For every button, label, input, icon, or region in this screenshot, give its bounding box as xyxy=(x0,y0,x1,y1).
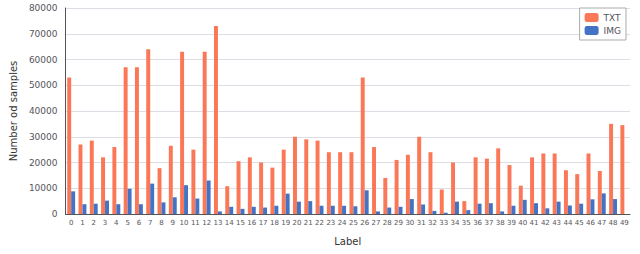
svg-text:38: 38 xyxy=(496,219,505,227)
svg-text:Number od samples: Number od samples xyxy=(8,61,19,162)
svg-text:44: 44 xyxy=(563,219,572,227)
svg-text:33: 33 xyxy=(439,219,448,227)
svg-text:39: 39 xyxy=(507,219,516,227)
svg-text:9: 9 xyxy=(171,219,175,227)
svg-text:35: 35 xyxy=(462,219,471,227)
svg-text:60000: 60000 xyxy=(29,55,58,65)
svg-text:20: 20 xyxy=(293,219,302,227)
svg-text:43: 43 xyxy=(552,219,561,227)
svg-text:48: 48 xyxy=(609,219,618,227)
svg-text:24: 24 xyxy=(338,219,347,227)
svg-text:17: 17 xyxy=(259,219,268,227)
svg-text:40: 40 xyxy=(518,219,527,227)
svg-text:21: 21 xyxy=(304,219,313,227)
svg-text:47: 47 xyxy=(597,219,606,227)
svg-text:32: 32 xyxy=(428,219,437,227)
svg-text:30: 30 xyxy=(405,219,414,227)
svg-text:80000: 80000 xyxy=(29,3,58,13)
svg-text:19: 19 xyxy=(281,219,290,227)
svg-text:8: 8 xyxy=(159,219,163,227)
svg-text:TXT: TXT xyxy=(603,13,622,23)
svg-text:46: 46 xyxy=(586,219,595,227)
svg-text:18: 18 xyxy=(270,219,279,227)
svg-text:49: 49 xyxy=(620,219,629,227)
svg-text:10: 10 xyxy=(180,219,189,227)
svg-text:16: 16 xyxy=(247,219,256,227)
svg-text:36: 36 xyxy=(473,219,482,227)
svg-text:3: 3 xyxy=(103,219,107,227)
svg-text:70000: 70000 xyxy=(29,29,58,39)
svg-text:15: 15 xyxy=(236,219,245,227)
svg-text:28: 28 xyxy=(383,219,392,227)
svg-text:2: 2 xyxy=(92,219,96,227)
svg-text:37: 37 xyxy=(484,219,493,227)
svg-text:20000: 20000 xyxy=(29,158,58,168)
svg-text:45: 45 xyxy=(575,219,584,227)
svg-text:29: 29 xyxy=(394,219,403,227)
svg-text:31: 31 xyxy=(417,219,426,227)
svg-text:25: 25 xyxy=(349,219,358,227)
svg-text:11: 11 xyxy=(191,219,200,227)
svg-text:27: 27 xyxy=(372,219,381,227)
svg-text:IMG: IMG xyxy=(604,26,621,36)
svg-text:30000: 30000 xyxy=(29,132,58,142)
svg-text:50000: 50000 xyxy=(29,80,58,90)
svg-text:23: 23 xyxy=(326,219,335,227)
svg-text:10000: 10000 xyxy=(29,183,58,193)
svg-text:12: 12 xyxy=(202,219,211,227)
svg-text:40000: 40000 xyxy=(29,106,58,116)
svg-text:7: 7 xyxy=(148,219,152,227)
svg-text:Label: Label xyxy=(334,236,361,247)
svg-text:4: 4 xyxy=(114,219,119,227)
svg-text:6: 6 xyxy=(137,219,142,227)
svg-text:0: 0 xyxy=(52,209,58,219)
svg-text:42: 42 xyxy=(541,219,550,227)
svg-text:13: 13 xyxy=(213,219,222,227)
svg-text:1: 1 xyxy=(80,219,84,227)
svg-text:0: 0 xyxy=(69,219,73,227)
svg-text:22: 22 xyxy=(315,219,324,227)
svg-text:14: 14 xyxy=(225,219,234,227)
svg-text:34: 34 xyxy=(451,219,460,227)
svg-text:26: 26 xyxy=(360,219,369,227)
svg-text:5: 5 xyxy=(125,219,129,227)
svg-text:41: 41 xyxy=(530,219,539,227)
